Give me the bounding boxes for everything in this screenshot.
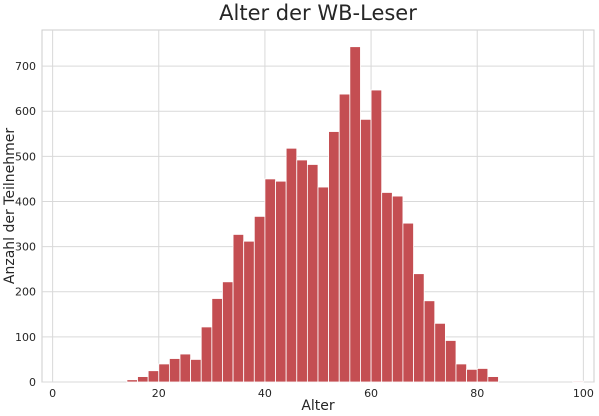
- histogram-bar: [466, 368, 478, 383]
- histogram-bar: [253, 215, 266, 383]
- x-tick-label: 40: [258, 387, 272, 400]
- histogram-bar: [296, 159, 308, 383]
- histogram-bar: [434, 322, 446, 383]
- histogram-bar: [137, 376, 149, 383]
- histogram-bar: [328, 131, 340, 383]
- histogram-bar: [360, 118, 372, 383]
- histogram-bar: [243, 240, 255, 383]
- y-axis-label: Anzahl der Teilnehmer: [2, 128, 18, 284]
- chart-title: Alter der WB-Leser: [219, 1, 417, 25]
- histogram-bar: [402, 222, 414, 383]
- histogram-bar: [381, 192, 393, 383]
- histogram-bar: [423, 300, 436, 383]
- x-tick-label: 60: [364, 387, 378, 400]
- histogram-bars: [126, 46, 584, 383]
- histogram-bar: [370, 89, 383, 383]
- x-tick-label: 20: [152, 387, 166, 400]
- y-tick-label: 0: [29, 376, 36, 389]
- histogram-bar: [158, 363, 170, 383]
- histogram-bar: [126, 379, 138, 383]
- histogram-bar: [338, 93, 351, 383]
- histogram-bar: [413, 273, 425, 383]
- histogram-bar: [572, 380, 584, 383]
- histogram-bar: [349, 46, 361, 383]
- histogram-bar: [264, 178, 276, 383]
- y-tick-label: 500: [15, 150, 36, 163]
- histogram-bar: [306, 164, 319, 383]
- y-tick-label: 700: [15, 60, 36, 73]
- x-tick-label: 80: [470, 387, 484, 400]
- histogram-bar: [391, 195, 404, 383]
- histogram-bar: [232, 234, 245, 383]
- y-tick-label: 400: [15, 195, 36, 208]
- histogram-bar: [444, 340, 457, 383]
- histogram-bar: [200, 326, 213, 383]
- histogram-bar: [275, 180, 287, 383]
- y-tick-label: 300: [15, 241, 36, 254]
- y-tick-label: 100: [15, 331, 36, 344]
- histogram-bar: [317, 186, 330, 383]
- x-axis-label: Alter: [301, 398, 335, 414]
- x-tick-label: 100: [573, 387, 594, 400]
- y-tick-label: 600: [15, 105, 36, 118]
- tick-labels: 0 100 200 300 400 500 600 700 0 20 40 60 80 100: [15, 60, 594, 400]
- histogram-bar: [179, 353, 192, 383]
- histogram-bar: [476, 368, 489, 383]
- histogram-bar: [168, 358, 181, 383]
- histogram-bar: [222, 281, 234, 383]
- histogram-bar: [455, 363, 468, 383]
- histogram-bar: [211, 298, 223, 383]
- y-tick-label: 200: [15, 286, 36, 299]
- histogram-bar: [285, 147, 298, 383]
- histogram-bar: [487, 376, 499, 383]
- x-tick-label: 0: [49, 387, 56, 400]
- histogram-bar: [147, 370, 160, 383]
- histogram-bar: [190, 359, 202, 383]
